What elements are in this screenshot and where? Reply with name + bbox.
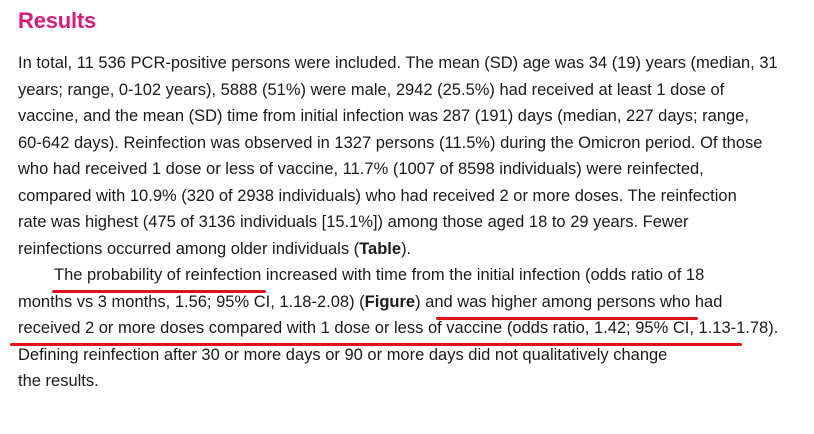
text-line: who had received 1 dose or less of vacci… — [18, 160, 704, 178]
text-line: years; range, 0-102 years), 5888 (51%) w… — [18, 80, 725, 99]
text-line: vaccine, and the mean (SD) time from ini… — [18, 107, 749, 125]
text-line: the results. — [18, 372, 99, 390]
text-line: reinfections occurred among older indivi… — [18, 236, 798, 263]
highlighted-phrase: was higher among persons who had — [457, 292, 723, 311]
text-fragment: ). — [401, 239, 412, 258]
figure-reference-link[interactable]: Figure — [364, 292, 416, 311]
text-line: 60-642 days). Reinfection was observed i… — [18, 133, 763, 152]
text-fragment: ) and — [415, 292, 458, 311]
text-line: rate was highest (475 of 3136 individual… — [18, 213, 689, 231]
text-fragment: reinfections occurred among older indivi… — [18, 239, 360, 258]
red-underline-mark — [52, 290, 266, 293]
text-line: compared with 10.9% (320 of 2938 individ… — [18, 186, 737, 205]
text-line: months vs 3 months, 1.56; 95% CI, 1.18-2… — [18, 289, 798, 316]
text-line: Defining reinfection after 30 or more da… — [18, 345, 668, 364]
results-paragraph-1: In total, 11 536 PCR-positive persons we… — [18, 50, 798, 262]
table-reference-link[interactable]: Table — [359, 239, 402, 258]
red-underline-mark — [10, 343, 742, 346]
text-line: In total, 11 536 PCR-positive persons we… — [18, 54, 778, 72]
text-fragment: months vs 3 months, 1.56; 95% CI, 1.18-2… — [18, 292, 365, 311]
results-heading: Results — [18, 8, 97, 33]
text-line: The probability of reinfection increased… — [18, 262, 798, 289]
highlighted-phrase: The probability of reinfection — [54, 266, 262, 284]
text-line: received 2 or more doses compared with 1… — [18, 319, 779, 337]
red-underline-mark — [436, 317, 698, 320]
results-paragraph-2: The probability of reinfection increased… — [18, 262, 798, 395]
text-fragment: increased with time from the initial inf… — [261, 266, 705, 284]
